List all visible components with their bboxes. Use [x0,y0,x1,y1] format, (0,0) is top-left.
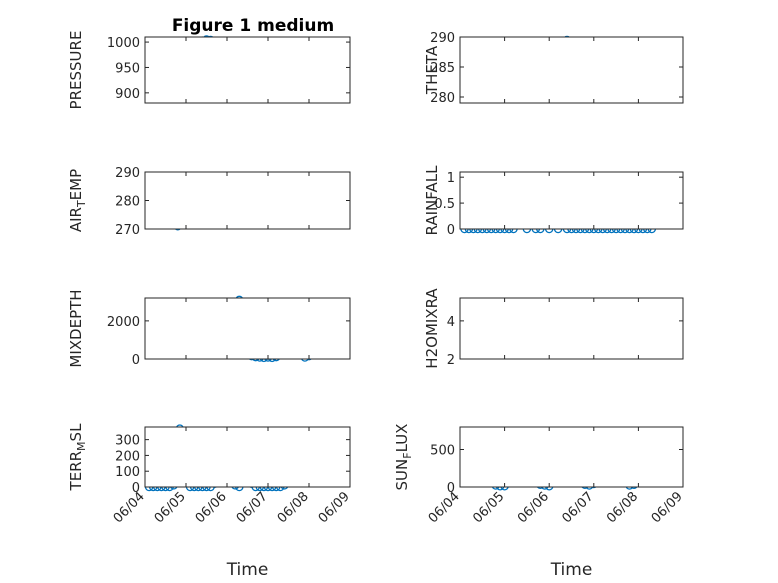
p7-ytick-label: 300 [115,434,140,449]
p3-ytick-label: 280 [115,195,140,210]
p7-ytick-label: 200 [115,449,140,464]
p1-ytick-label: 1000 [107,36,140,51]
p8-ylabel: SUNFLUX [393,424,414,491]
subplot-1: 900 950 1000 PRESSURE Figure 1 medium [67,16,351,110]
p7-ytick-label: 100 [115,465,140,480]
p4-ytick-label: 0.5 [434,197,455,212]
p7-xtick-label: 06/09 [316,489,353,526]
subplot-8: 0 500 06/04 06/05 06/06 06/07 06/08 06/09 Time SU… [393,424,686,580]
p8-xtick-label: 06/04 [426,489,463,526]
p7-xlabel: Time [226,560,269,580]
p1-ytick-label: 950 [115,61,140,76]
p2-ytick-label: 285 [430,61,455,76]
subplot-6: 2 4 H2OMIXRA [423,288,684,369]
p3-ylabel: AIRTEMP [67,169,88,232]
p7-xtick-label: 06/05 [152,489,189,526]
p3-ytick-label: 290 [115,166,140,181]
subplot-5: 0 2000 MIXDEPTH [67,289,351,368]
p8-axes-frame [459,426,684,488]
p8-xtick-label: 06/08 [604,489,641,526]
p8-ytick-label: 500 [430,444,455,459]
p8-xtick-label: 06/06 [515,489,552,526]
p8-xtick-label: 06/09 [649,489,686,526]
p5-ytick-label: 0 [132,353,140,368]
p7-xtick-label: 06/08 [275,489,312,526]
p5-ytick-label: 2000 [107,315,140,330]
p4-axes-frame [459,171,684,230]
p5-axes-frame [144,297,351,360]
p4-ylabel: RAINFALL [423,165,441,236]
p6-axes-frame [459,297,684,360]
p7-xtick-label: 06/07 [234,489,271,526]
p7-xtick-label: 06/06 [193,489,230,526]
p3-axes-frame [144,171,351,230]
p4-ytick-label: 0 [447,223,455,238]
p2-ylabel: THETA [423,45,441,95]
p8-ytick-label: 0 [447,481,455,496]
p7-ytick-label: 0 [132,481,140,496]
p6-ylabel: H2OMIXRA [423,288,441,369]
p8-xtick-label: 06/05 [470,489,507,526]
p1-ytick-label: 900 [115,87,140,102]
p8-xtick-label: 06/07 [560,489,597,526]
p1-axes-frame [144,36,351,104]
p2-axes-frame [459,36,684,104]
p7-ylabel: TERRMSL [67,423,88,492]
p7-axes-frame [144,426,351,488]
p2-ytick-label: 290 [430,31,455,46]
subplot-1-title: Figure 1 medium [172,16,334,36]
p2-ytick-label: 280 [430,91,455,106]
p1-ylabel: PRESSURE [67,31,85,110]
p6-ytick-label: 4 [447,315,455,330]
p8-xlabel: Time [550,560,593,580]
subplot-3: 270 280 290 AIRTEMP [67,166,351,238]
p5-ylabel: MIXDEPTH [67,289,85,367]
subplot-4: 0 0.5 1 RAINFALL [423,165,684,238]
p7-xtick-label: 06/04 [111,489,148,526]
p6-ytick-label: 2 [447,353,455,368]
p3-ytick-label: 270 [115,223,140,238]
p4-ytick-label: 1 [447,171,455,186]
